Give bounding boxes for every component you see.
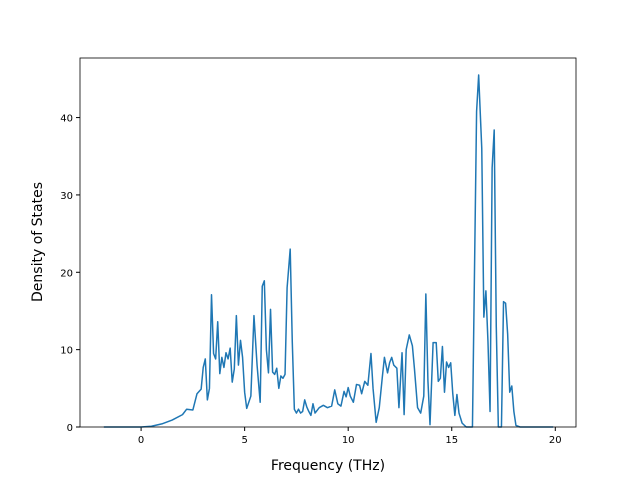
x-tick-label: 15 bbox=[445, 435, 458, 446]
y-tick-label: 0 bbox=[67, 423, 73, 434]
plot-frame bbox=[79, 57, 577, 428]
y-tick-label: 20 bbox=[60, 268, 73, 279]
x-tick-label: 5 bbox=[241, 435, 247, 446]
y-tick-label: 40 bbox=[60, 114, 73, 125]
y-tick-label: 30 bbox=[60, 191, 73, 202]
y-tick-label: 10 bbox=[60, 346, 73, 357]
x-axis-label: Frequency (THz) bbox=[271, 458, 385, 474]
y-axis-label: Density of States bbox=[30, 182, 46, 302]
x-tick-label: 0 bbox=[138, 435, 144, 446]
data-line bbox=[103, 74, 554, 428]
x-tick-label: 20 bbox=[549, 435, 562, 446]
x-tick-label: 10 bbox=[342, 435, 355, 446]
